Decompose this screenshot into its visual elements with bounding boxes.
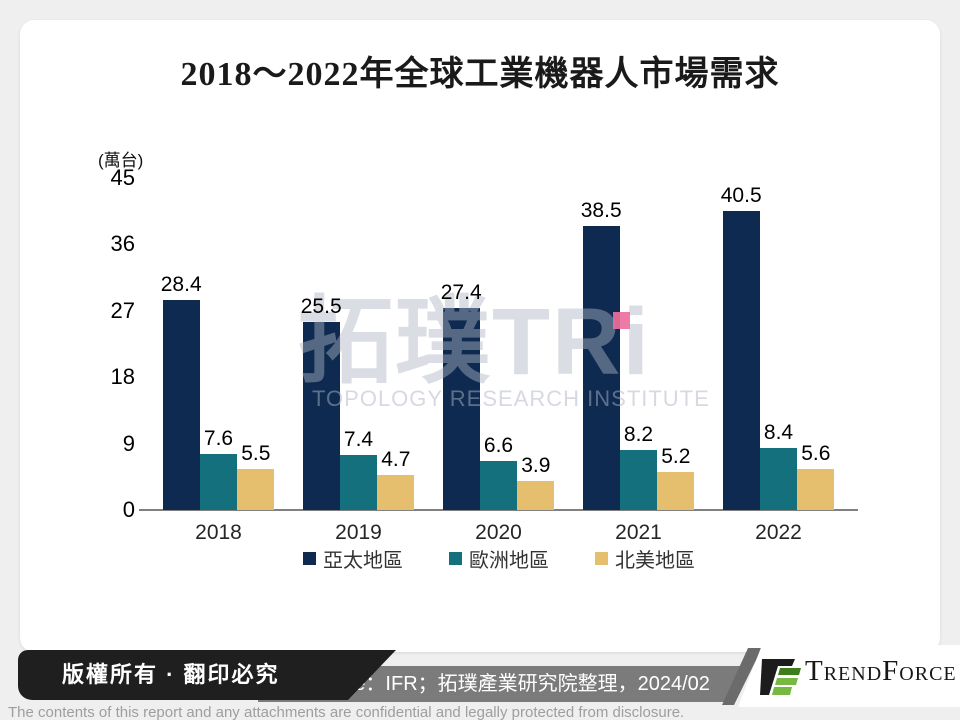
legend-item-歐洲地區: 歐洲地區 — [449, 544, 549, 573]
bar-value-label: 3.9 — [521, 454, 551, 478]
x-axis-label-2018: 2018 — [195, 521, 242, 544]
disclaimer-text: The contents of this report and any atta… — [8, 704, 685, 720]
bar-value-label: 5.2 — [661, 444, 691, 468]
bar-2021-歐洲地區 — [619, 449, 658, 510]
legend-item-北美地區: 北美地區 — [595, 544, 695, 573]
bar-value-label: 38.5 — [580, 198, 622, 222]
chart-title: 2018～2022年全球工業機器人市場需求 — [180, 56, 780, 93]
bar-value-label: 5.6 — [801, 441, 831, 465]
bar-value-label: 8.2 — [623, 422, 654, 446]
y-axis-tick-18: 18 — [110, 364, 135, 390]
bar-value-label: 25.5 — [300, 294, 342, 318]
bar-2020-歐洲地區 — [479, 461, 518, 510]
legend-item-亞太地區: 亞太地區 — [303, 544, 403, 573]
source-text: Source：IFR；拓璞產業研究院整理，2024/02 — [302, 673, 710, 695]
bar-value-label: 5.5 — [241, 442, 271, 466]
bar-value-label: 6.6 — [483, 434, 514, 458]
x-axis-label-2019: 2019 — [335, 521, 382, 544]
legend-label: 北美地區 — [615, 549, 695, 572]
copyright-text: 版權所有 · 翻印必究 — [62, 662, 280, 687]
y-axis-tick-45: 45 — [110, 165, 135, 190]
bar-value-label: 7.4 — [343, 428, 374, 452]
legend-label: 歐洲地區 — [469, 549, 549, 572]
bar-2019-北美地區 — [377, 475, 415, 510]
bar-2022-歐洲地區 — [759, 448, 798, 510]
bar-value-label: 27.4 — [440, 280, 482, 304]
bar-2021-亞太地區 — [582, 225, 620, 510]
trendforce-wordmark: TrendForce — [805, 655, 957, 687]
bar-2022-北美地區 — [797, 468, 835, 510]
bar-2020-北美地區 — [517, 481, 555, 510]
bar-2018-亞太地區 — [162, 300, 200, 510]
x-axis-label-2020: 2020 — [475, 521, 522, 544]
bar-value-label: 40.5 — [720, 184, 762, 208]
trendforce-logo-panel: TrendForce — [738, 645, 960, 707]
bar-2019-亞太地區 — [302, 321, 340, 510]
legend-swatch — [449, 551, 462, 565]
bar-value-label: 8.4 — [763, 421, 794, 445]
copyright-ribbon: 版權所有 · 翻印必究 — [18, 650, 396, 700]
bar-2022-亞太地區 — [722, 211, 760, 510]
bar-2021-北美地區 — [657, 471, 695, 510]
legend-label: 亞太地區 — [323, 549, 403, 572]
bar-2020-亞太地區 — [442, 307, 480, 510]
x-axis-label-2021: 2021 — [615, 521, 662, 544]
trendforce-icon — [760, 659, 801, 695]
bar-value-label: 28.4 — [160, 273, 202, 297]
y-axis-tick-36: 36 — [110, 231, 135, 257]
y-axis-unit-label: (萬台) — [98, 151, 144, 170]
bar-2018-北美地區 — [237, 469, 275, 510]
bar-value-label: 4.7 — [381, 448, 411, 472]
legend-swatch — [303, 551, 316, 565]
bar-value-label: 7.6 — [203, 426, 234, 450]
bar-2018-歐洲地區 — [199, 453, 238, 510]
x-axis-line — [139, 509, 858, 511]
legend-swatch — [595, 551, 608, 565]
watermark-pink-dot — [613, 312, 630, 329]
y-axis-tick-0: 0 — [122, 497, 135, 522]
bar-2019-歐洲地區 — [339, 455, 378, 510]
chart-legend: 亞太地區 歐洲地區 北美地區 — [140, 544, 858, 572]
y-axis-tick-27: 27 — [110, 297, 135, 323]
x-axis-label-2022: 2022 — [755, 521, 802, 544]
y-axis-tick-9: 9 — [122, 430, 135, 456]
